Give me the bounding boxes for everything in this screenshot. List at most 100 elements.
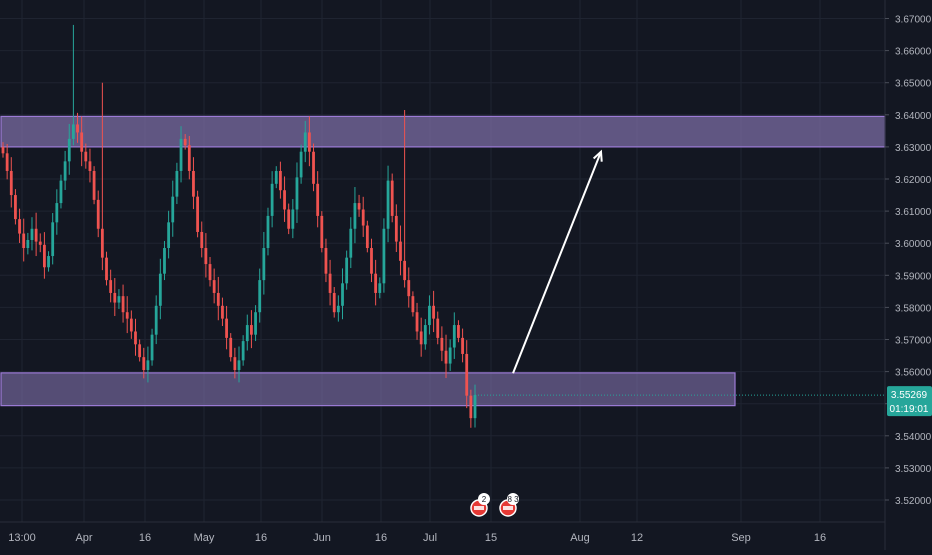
candle-body <box>361 209 365 226</box>
candle-body <box>436 318 440 338</box>
candle-body <box>216 292 220 306</box>
resistance-zone[interactable] <box>0 115 886 148</box>
x-tick-label: Apr <box>75 532 92 544</box>
projection-arrow[interactable] <box>512 151 602 374</box>
candle-body <box>200 231 204 249</box>
candle-body <box>88 161 92 171</box>
candle-body <box>399 241 402 261</box>
candle-body <box>229 337 233 358</box>
candle-body <box>18 219 21 234</box>
event-count: 2 <box>482 495 487 504</box>
candle-body <box>316 183 320 216</box>
candle-body <box>357 203 361 210</box>
candle-body <box>129 318 133 332</box>
price-axis[interactable]: 3.67000 3.66000 3.65000 3.64000 3.63000 3.620… <box>885 15 932 508</box>
candle-body <box>245 325 249 342</box>
candle-body <box>266 215 270 249</box>
candle-body <box>411 296 415 313</box>
candle-body <box>150 334 154 361</box>
candle-body <box>237 360 241 370</box>
candle-body <box>307 132 311 152</box>
time-axis[interactable]: 13:00 Apr 16 May 16 Jun 16 Jul 15 Aug 12 Sep 16 <box>8 532 826 544</box>
candle-body <box>461 337 464 354</box>
candle-body <box>394 215 398 242</box>
candle-body <box>1 146 5 154</box>
candle-body <box>158 273 162 306</box>
y-tick-label: 3.54000 <box>895 432 932 443</box>
event-count-bubble <box>478 493 490 505</box>
candle-body <box>419 331 423 345</box>
y-tick-label: 3.63000 <box>895 143 932 154</box>
candle-body <box>204 248 208 265</box>
candle-body <box>469 395 473 419</box>
y-tick-label: 3.60000 <box>895 239 932 250</box>
candle-body <box>26 239 30 249</box>
candle-body <box>14 195 17 220</box>
event-badge[interactable]: 8 3 <box>499 493 519 517</box>
candle-body <box>76 124 79 133</box>
candle-body <box>192 170 195 197</box>
current-price-tag[interactable] <box>887 386 932 417</box>
y-tick-label: 3.61000 <box>895 207 932 218</box>
candle-body <box>328 273 332 293</box>
y-tick-label: 3.57000 <box>895 336 932 347</box>
x-tick-label: Sep <box>731 532 751 544</box>
candle-body <box>100 228 104 258</box>
candle-body <box>163 248 166 274</box>
candle-body <box>125 312 129 319</box>
x-tick-label: 15 <box>485 532 497 544</box>
x-tick-label: Jul <box>423 532 437 544</box>
candle-body <box>34 228 38 242</box>
candle-body <box>221 305 224 319</box>
x-tick-label: Jun <box>313 532 331 544</box>
candle-body <box>349 228 353 258</box>
candle-body <box>262 248 266 281</box>
candle-body <box>134 331 137 345</box>
candle-body <box>146 360 150 370</box>
candle-body <box>440 337 444 351</box>
candle-body <box>51 222 55 257</box>
candle-body <box>138 344 142 358</box>
candle-body <box>428 305 431 326</box>
candle-body <box>59 180 63 204</box>
candle-body <box>63 161 67 181</box>
candle-body <box>279 170 282 191</box>
candle-body <box>80 132 84 152</box>
candle-body <box>167 222 171 249</box>
candle-body <box>183 138 187 146</box>
candle-body <box>179 138 183 171</box>
candle-body <box>452 325 456 348</box>
x-tick-label: 16 <box>255 532 267 544</box>
candle-body <box>121 296 125 313</box>
candle-body <box>142 357 146 370</box>
candle-body <box>225 318 228 338</box>
y-tick-label: 3.58000 <box>895 303 932 314</box>
bar-countdown: 01:19:01 <box>890 404 929 415</box>
candle-body <box>270 183 274 216</box>
candle-body <box>403 260 407 281</box>
event-badge[interactable]: 2 <box>470 493 490 517</box>
candle-body <box>154 305 158 335</box>
y-tick-label: 3.65000 <box>895 79 932 90</box>
y-tick-label: 3.64000 <box>895 111 932 122</box>
candle-body <box>382 228 386 284</box>
x-tick-label: 16 <box>814 532 826 544</box>
candle-body <box>374 273 378 293</box>
candle-body <box>22 233 26 249</box>
candle-body <box>299 151 303 178</box>
candle-body <box>303 132 307 152</box>
flag-stripe <box>503 506 513 510</box>
candle-body <box>378 283 382 293</box>
candle-body <box>448 347 452 364</box>
support-zone[interactable] <box>0 372 736 407</box>
candle-body <box>341 283 344 306</box>
candle-body <box>423 325 427 345</box>
candle-body <box>241 341 245 361</box>
x-tick-label: 16 <box>375 532 387 544</box>
candle-body <box>84 151 88 162</box>
candle-body <box>287 209 291 229</box>
candle-body <box>96 199 100 229</box>
event-count-bubble <box>507 493 519 505</box>
